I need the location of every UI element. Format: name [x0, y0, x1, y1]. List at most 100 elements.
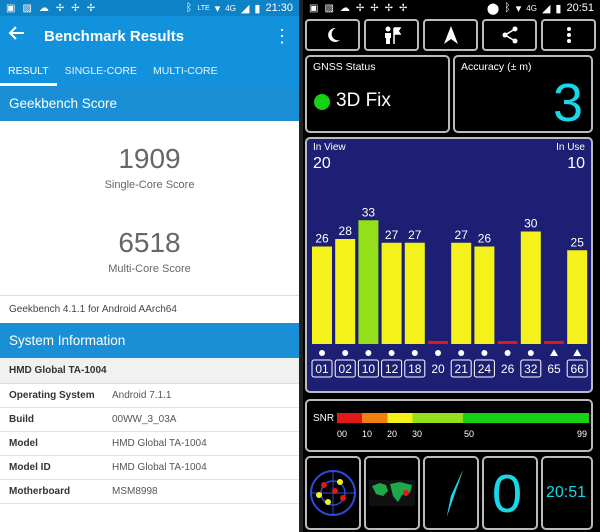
share-button[interactable] — [482, 19, 537, 51]
snr-tick: 50 — [464, 429, 475, 439]
info-row-motherboard: Motherboard MSM8998 — [0, 480, 299, 504]
used-in-fix-box — [404, 359, 426, 378]
in-view-label: In View — [313, 142, 346, 153]
snr-bar — [544, 341, 564, 344]
more-vert-icon[interactable]: ⋮ — [273, 25, 291, 46]
snr-value-label: 27 — [385, 228, 399, 242]
tab-result[interactable]: RESULT — [0, 56, 57, 86]
gnss-status-panel: GNSS Status 3D Fix — [305, 55, 450, 133]
used-in-fix-box — [311, 359, 333, 378]
person-flag-button[interactable] — [364, 19, 419, 51]
compass-icon — [447, 470, 463, 516]
snr-bar — [335, 239, 356, 344]
night-mode-button[interactable] — [305, 19, 360, 51]
notification-icons: ▣ ▨ ☁ ✢ ✢ ✢ — [6, 3, 95, 14]
image-icon: ▨ — [22, 2, 32, 14]
compass-tile[interactable] — [423, 456, 479, 530]
satellite-id-label: 66 — [571, 362, 585, 376]
accuracy-panel: Accuracy (± m) 3 — [453, 55, 593, 133]
snr-value-label: 27 — [455, 228, 469, 242]
satellite-count-tile[interactable]: 0 — [482, 456, 538, 530]
satellite-id-label: 12 — [385, 362, 399, 376]
tab-bar: RESULT SINGLE-CORE MULTI-CORE — [0, 56, 299, 86]
single-core-score-value: 1909 — [118, 143, 181, 174]
constellation-marker-icon — [388, 350, 395, 356]
in-use-count: 10 — [567, 155, 585, 172]
constellation-marker-icon — [365, 350, 372, 356]
gnss-status-label: GNSS Status — [313, 61, 376, 73]
geekbench-app: ▣ ▨ ☁ ✢ ✢ ✢ ᛒ LTE ▾ 4G ◢ ▮ 21:30 Benchma… — [0, 0, 299, 532]
pinwheel-icon: ✢ — [86, 2, 96, 14]
info-key: Model — [9, 438, 38, 449]
satellite-id-label: 18 — [408, 362, 422, 376]
snr-value-label: 26 — [478, 232, 492, 246]
constellation-marker-icon — [504, 350, 511, 356]
tab-label: SINGLE-CORE — [64, 65, 138, 77]
info-row-model-id: Model ID HMD Global TA-1004 — [0, 456, 299, 480]
snr-bar-chart: 26 01 28 02 33 10 27 12 27 18 20 27 21 26 24 26 30 32 65 25… — [311, 205, 588, 378]
satellite-id-label: 20 — [431, 362, 445, 376]
map-tile[interactable] — [364, 456, 420, 530]
info-row-os: Operating System Android 7.1.1 — [0, 384, 299, 408]
clock-tile[interactable]: 20:51 — [541, 456, 593, 530]
snr-label: SNR — [313, 413, 335, 424]
screen-divider — [299, 0, 303, 532]
satellite-id-label: 02 — [339, 362, 353, 376]
pinwheel-icon: ✢ — [55, 2, 65, 14]
tab-label: RESULT — [8, 65, 49, 77]
more-vert-icon — [566, 27, 571, 43]
status-bar: ▣▨☁✢✢✢✢ ⬤ ᛒ ▾ 4G ◢ ▮ 20:51 — [303, 0, 600, 16]
info-value: HMD Global TA-1004 — [112, 438, 207, 449]
battery-icon: ▮ — [254, 2, 261, 15]
snr-value-label: 25 — [571, 235, 585, 249]
tab-single-core[interactable]: SINGLE-CORE — [57, 56, 145, 86]
location-icon: ⬤ — [486, 2, 500, 15]
snr-value-label: 30 — [524, 217, 538, 231]
info-value: Android 7.1.1 — [112, 390, 172, 401]
satellite-id-label: 01 — [315, 362, 329, 376]
tab-label: MULTI-CORE — [153, 65, 218, 77]
info-value: HMD Global TA-1004 — [112, 462, 207, 473]
device-name: HMD Global TA-1004 — [0, 358, 299, 384]
in-view-count: 20 — [313, 155, 331, 172]
back-arrow-icon[interactable] — [8, 24, 36, 48]
more-button[interactable] — [541, 19, 596, 51]
multi-core-score-value: 6518 — [118, 227, 181, 258]
snr-tick: 10 — [362, 429, 373, 439]
gps-toolbar — [305, 19, 596, 51]
status-bar: ▣ ▨ ☁ ✢ ✢ ✢ ᛒ LTE ▾ 4G ◢ ▮ 21:30 — [0, 0, 299, 16]
pinwheel-icon: ✢ — [71, 2, 80, 14]
snr-bar — [381, 242, 402, 344]
in-use-label: In Use — [556, 142, 585, 153]
message-icon: ▣ — [6, 2, 16, 14]
tab-multi-core[interactable]: MULTI-CORE — [145, 56, 226, 86]
clock: 20:51 — [566, 2, 594, 14]
snr-color-bar — [337, 413, 589, 423]
battery-icon: ▮ — [555, 2, 562, 15]
constellation-marker-icon — [319, 350, 325, 356]
single-core-score-label: Single-Core Score — [104, 179, 195, 191]
used-in-fix-box — [450, 359, 472, 378]
constellation-marker-icon — [481, 350, 488, 356]
multi-core-score-label: Multi-Core Score — [108, 263, 191, 275]
used-in-fix-box — [334, 359, 356, 378]
moon-icon — [327, 27, 340, 42]
signal-icon: ◢ — [541, 2, 551, 15]
wifi-icon: ▾ — [214, 2, 221, 15]
sky-view-tile[interactable] — [305, 456, 361, 530]
used-in-fix-box — [520, 359, 542, 378]
network-gen: 4G — [225, 3, 236, 13]
world-map-icon — [369, 480, 415, 506]
navigation-button[interactable] — [423, 19, 478, 51]
satellite-id-label: 24 — [478, 362, 492, 376]
snr-bar — [567, 250, 588, 344]
info-value: MSM8998 — [112, 486, 158, 497]
snr-bar — [451, 242, 472, 344]
navigation-arrow-icon — [443, 26, 458, 44]
snr-value-label: 26 — [315, 232, 329, 246]
constellation-marker-icon — [435, 350, 441, 356]
snr-tick: 20 — [387, 429, 398, 439]
info-key: Build — [9, 414, 34, 425]
page-title: Benchmark Results — [44, 27, 185, 45]
share-icon — [502, 26, 517, 44]
